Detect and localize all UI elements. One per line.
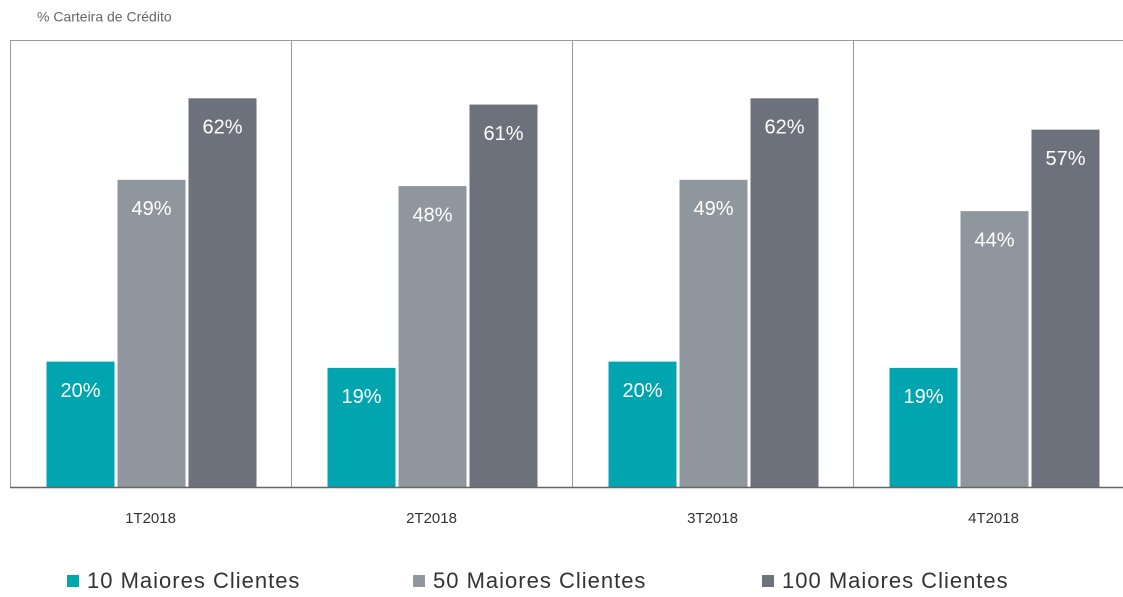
value-label: 62% bbox=[202, 117, 242, 139]
bar bbox=[327, 367, 396, 487]
value-label: 19% bbox=[903, 386, 943, 408]
value-label: 44% bbox=[974, 229, 1014, 251]
bar bbox=[750, 98, 819, 487]
legend-swatch bbox=[67, 575, 79, 587]
value-label: 49% bbox=[693, 198, 733, 220]
x-tick-label: 2T2018 bbox=[406, 510, 457, 527]
bar bbox=[46, 361, 115, 487]
bar bbox=[889, 367, 958, 487]
bar bbox=[608, 361, 677, 487]
bar bbox=[1031, 129, 1100, 488]
x-tick-label: 1T2018 bbox=[125, 510, 176, 527]
bar bbox=[679, 179, 748, 487]
legend-label: 10 Maiores Clientes bbox=[87, 568, 300, 593]
value-label: 48% bbox=[412, 204, 452, 226]
legend-label: 50 Maiores Clientes bbox=[433, 568, 646, 593]
value-label: 19% bbox=[341, 386, 381, 408]
chart-title: % Carteira de Crédito bbox=[37, 9, 172, 25]
value-label: 20% bbox=[622, 380, 662, 402]
legend-swatch bbox=[762, 575, 774, 587]
value-label: 61% bbox=[483, 123, 523, 145]
legend-label: 100 Maiores Clientes bbox=[782, 568, 1009, 593]
value-label: 49% bbox=[131, 198, 171, 220]
bar bbox=[398, 186, 467, 487]
value-label: 20% bbox=[60, 380, 100, 402]
bar bbox=[188, 98, 257, 487]
x-tick-label: 3T2018 bbox=[687, 510, 738, 527]
value-label: 62% bbox=[764, 117, 804, 139]
bar bbox=[469, 104, 538, 487]
x-tick-label: 4T2018 bbox=[968, 510, 1019, 527]
value-label: 57% bbox=[1045, 148, 1085, 170]
bar bbox=[960, 211, 1029, 487]
bar bbox=[117, 179, 186, 487]
legend-swatch bbox=[413, 575, 425, 587]
